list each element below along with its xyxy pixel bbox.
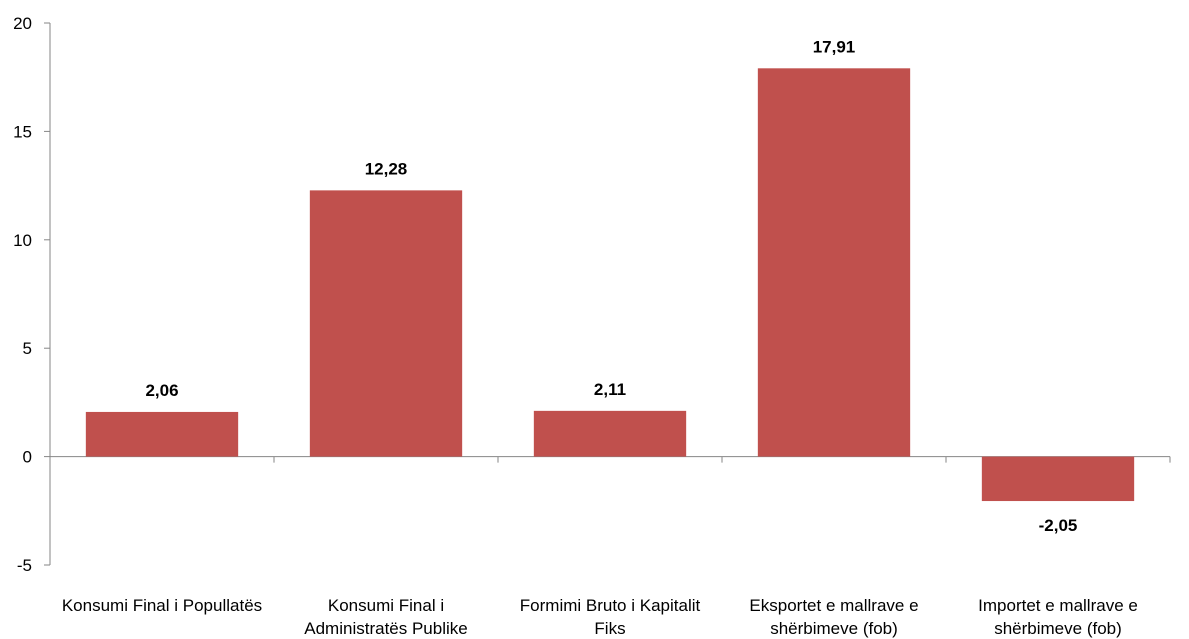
category-label-line: shërbimeve (fob) bbox=[770, 619, 898, 638]
category-label-line: Konsumi Final i bbox=[328, 596, 444, 615]
y-tick-label: 20 bbox=[13, 14, 32, 33]
bars-group bbox=[85, 68, 1135, 502]
y-tick-label: 0 bbox=[23, 448, 32, 467]
bar bbox=[757, 68, 911, 457]
data-label: 17,91 bbox=[813, 37, 856, 56]
category-label: Konsumi Final i Popullatës bbox=[62, 596, 262, 615]
category-label-line: Formimi Bruto i Kapitalit bbox=[520, 596, 701, 615]
category-label: Konsumi Final i Administratës Publike bbox=[304, 596, 467, 638]
bar bbox=[309, 190, 463, 457]
data-labels-group: 2,06 12,28 2,11 17,91 -2,05 bbox=[145, 37, 1077, 535]
y-tick-label: 5 bbox=[23, 339, 32, 358]
bar bbox=[533, 410, 687, 457]
y-tick-label: 15 bbox=[13, 122, 32, 141]
category-label-line: Importet e mallrave e bbox=[978, 596, 1138, 615]
y-tick-label: 10 bbox=[13, 231, 32, 250]
category-label: Formimi Bruto i Kapitalit Fiks bbox=[520, 596, 701, 638]
y-axis: -5 0 5 10 15 20 bbox=[13, 14, 51, 575]
category-label-line: Administratës Publike bbox=[304, 619, 467, 638]
category-label-line: Eksportet e mallrave e bbox=[749, 596, 918, 615]
data-label: 12,28 bbox=[365, 159, 408, 178]
category-label: Importet e mallrave e shërbimeve (fob) bbox=[978, 596, 1138, 638]
category-label-line: shërbimeve (fob) bbox=[994, 619, 1122, 638]
category-labels-group: Konsumi Final i Popullatës Konsumi Final … bbox=[62, 596, 1138, 638]
category-label-line: Fiks bbox=[594, 619, 625, 638]
category-label-line: Konsumi Final i Popullatës bbox=[62, 596, 262, 615]
data-label: 2,11 bbox=[594, 380, 626, 399]
category-label: Eksportet e mallrave e shërbimeve (fob) bbox=[749, 596, 918, 638]
bar bbox=[85, 411, 239, 457]
y-tick-label: -5 bbox=[17, 556, 32, 575]
data-label: -2,05 bbox=[1039, 516, 1078, 535]
data-label: 2,06 bbox=[145, 381, 178, 400]
bar bbox=[981, 456, 1135, 502]
